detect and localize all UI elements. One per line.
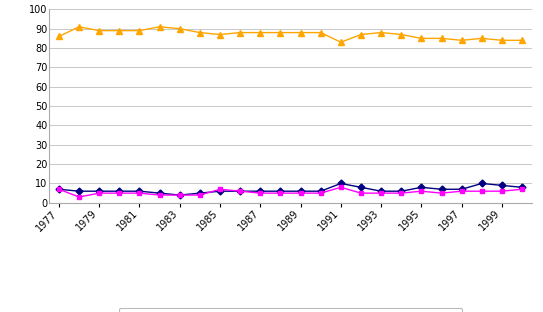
%couple <box>197 31 203 34</box>
%single female head <box>136 189 143 193</box>
%single male head <box>197 193 203 197</box>
%single female head <box>277 189 283 193</box>
%couple <box>438 37 445 40</box>
%single male head <box>318 191 324 195</box>
%single male head <box>438 191 445 195</box>
%single female head <box>338 182 344 185</box>
%couple <box>298 31 304 34</box>
%single female head <box>358 185 364 189</box>
%single male head <box>458 189 465 193</box>
%couple <box>458 38 465 42</box>
%couple <box>217 33 223 37</box>
%couple <box>418 37 425 40</box>
%single male head <box>257 191 263 195</box>
%single female head <box>458 188 465 191</box>
%single male head <box>217 188 223 191</box>
%couple <box>318 31 324 34</box>
%couple <box>398 33 405 37</box>
%single male head <box>398 191 405 195</box>
%couple <box>277 31 283 34</box>
%single female head <box>318 189 324 193</box>
%single female head <box>197 191 203 195</box>
%couple <box>56 35 62 38</box>
%single female head <box>156 191 163 195</box>
%single female head <box>257 189 263 193</box>
Line: %couple: %couple <box>56 24 525 45</box>
%single male head <box>277 191 283 195</box>
%couple <box>498 38 505 42</box>
%single female head <box>176 193 183 197</box>
Line: %single female head: %single female head <box>56 181 525 197</box>
%single male head <box>418 189 425 193</box>
%couple <box>358 33 364 37</box>
%single male head <box>358 191 364 195</box>
%couple <box>116 29 123 32</box>
%single male head <box>498 189 505 193</box>
%single female head <box>116 189 123 193</box>
%single female head <box>217 189 223 193</box>
%single male head <box>156 193 163 197</box>
%single female head <box>378 189 384 193</box>
%couple <box>378 31 384 34</box>
%single female head <box>76 189 83 193</box>
%single male head <box>76 195 83 199</box>
%couple <box>478 37 485 40</box>
%single female head <box>418 185 425 189</box>
%single male head <box>56 188 62 191</box>
%couple <box>338 40 344 44</box>
Line: %single male head: %single male head <box>56 185 525 199</box>
%couple <box>176 27 183 31</box>
%single male head <box>136 191 143 195</box>
%single female head <box>398 189 405 193</box>
%single male head <box>176 193 183 197</box>
Legend: %single female head, %single male head, %couple: %single female head, %single male head, … <box>118 308 463 312</box>
%single female head <box>438 188 445 191</box>
%single male head <box>378 191 384 195</box>
%couple <box>136 29 143 32</box>
%single male head <box>478 189 485 193</box>
%couple <box>237 31 243 34</box>
%single female head <box>298 189 304 193</box>
%couple <box>257 31 263 34</box>
%single female head <box>478 182 485 185</box>
%single male head <box>116 191 123 195</box>
%single male head <box>519 188 525 191</box>
%single male head <box>96 191 103 195</box>
%single female head <box>56 188 62 191</box>
%single male head <box>298 191 304 195</box>
%single male head <box>338 185 344 189</box>
%single male head <box>237 189 243 193</box>
%couple <box>156 25 163 29</box>
%single female head <box>237 189 243 193</box>
%couple <box>76 25 83 29</box>
%single female head <box>519 185 525 189</box>
%single female head <box>498 183 505 187</box>
%single female head <box>96 189 103 193</box>
%couple <box>519 38 525 42</box>
%couple <box>96 29 103 32</box>
